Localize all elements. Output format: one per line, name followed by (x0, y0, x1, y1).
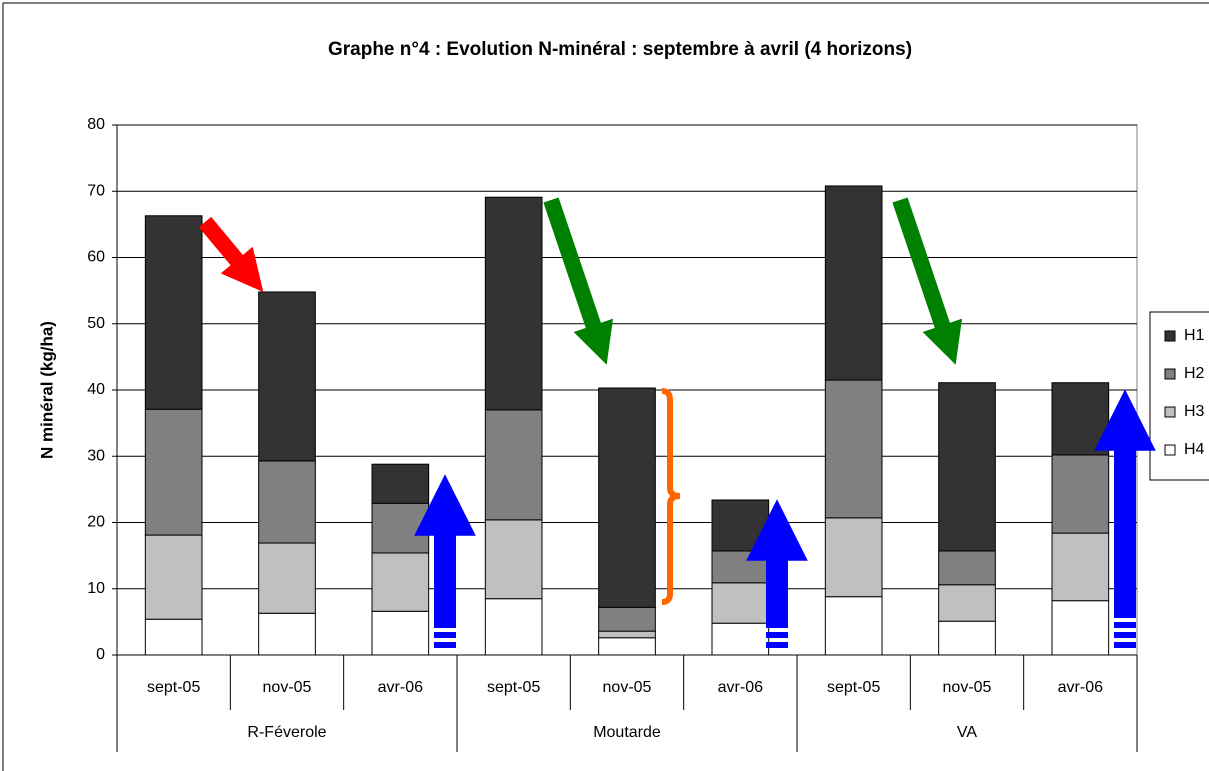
bar-segment (711, 622, 770, 656)
x-tick-label: sept-05 (827, 679, 880, 696)
bar-segment (711, 582, 770, 624)
x-tick-label: sept-05 (487, 679, 540, 696)
bar-segment (258, 460, 316, 544)
group-label: R-Féverole (247, 724, 326, 741)
bar-segment (258, 291, 316, 462)
legend-swatch (1164, 444, 1176, 456)
brace (661, 388, 681, 605)
bar-segment (824, 185, 883, 381)
y-tick-label: 0 (96, 646, 105, 663)
y-tick-label: 10 (87, 580, 105, 597)
legend-label: H4 (1184, 441, 1205, 458)
bar-segment (711, 550, 770, 584)
y-tick-label: 40 (87, 381, 105, 398)
bar-segment (144, 408, 203, 536)
arrow (198, 216, 264, 292)
x-tick-label: nov-05 (263, 679, 312, 696)
y-tick-label: 70 (87, 182, 105, 199)
bar-segment (484, 196, 543, 411)
group-label: VA (957, 724, 977, 741)
legend-swatch (1164, 330, 1176, 342)
bar-segment (144, 215, 203, 410)
bar-segment (824, 517, 883, 598)
legend-label: H1 (1184, 327, 1205, 344)
bar-segment (938, 550, 996, 586)
bar-segment (598, 637, 656, 656)
x-tick-label: sept-05 (147, 679, 200, 696)
bar-segment (484, 519, 543, 600)
y-axis-label: N minéral (kg/ha) (37, 321, 56, 459)
bar-segment (371, 502, 430, 554)
legend-swatch (1164, 406, 1176, 418)
plot: 0 10 20 30 40 50 60 70 80 sept-05 nov-05 avr-06 sept… (87, 116, 1209, 752)
bar-segment (824, 596, 883, 656)
group-label: Moutarde (593, 724, 661, 741)
bar-segment (144, 618, 203, 656)
y-tick-label: 60 (87, 249, 105, 266)
x-tick-label: avr-06 (1058, 679, 1103, 696)
bar-segment (598, 606, 656, 632)
annotations (198, 197, 1156, 648)
bar-segment (371, 463, 430, 504)
bar-segment (371, 552, 430, 612)
x-tick-label: avr-06 (718, 679, 763, 696)
y-tick-label: 80 (87, 116, 105, 133)
arrow (892, 197, 963, 365)
bar-segment (1051, 600, 1110, 656)
legend-label: H2 (1184, 365, 1205, 382)
bar-segment (1051, 532, 1110, 602)
bar-segment (938, 382, 996, 552)
legend-swatch (1164, 368, 1176, 380)
y-tick-label: 50 (87, 315, 105, 332)
x-tick-label: avr-06 (378, 679, 423, 696)
bar-segment (371, 610, 430, 656)
y-tick-label: 30 (87, 447, 105, 464)
bar-segment (258, 612, 316, 656)
legend-label: H3 (1184, 403, 1205, 420)
x-tick-label: nov-05 (603, 679, 652, 696)
y-tick-label: 20 (87, 514, 105, 531)
bar-segment (484, 409, 543, 521)
bar-segment (824, 379, 883, 519)
arrow (543, 197, 614, 365)
bar-segment (598, 630, 656, 639)
bar-segment (598, 387, 656, 608)
x-tick-label: nov-05 (943, 679, 992, 696)
bar-segment (938, 584, 996, 622)
bar-segment (144, 534, 203, 620)
chart-title: Graphe n°4 : Evolution N-minéral : septe… (328, 39, 912, 60)
bar-segment (938, 620, 996, 656)
bar-segment (258, 542, 316, 614)
bar-segment (484, 598, 543, 656)
bar-segment (711, 499, 770, 552)
bar-segment (1051, 382, 1110, 456)
bar-segment (1051, 454, 1110, 534)
legend-box (1149, 311, 1209, 481)
